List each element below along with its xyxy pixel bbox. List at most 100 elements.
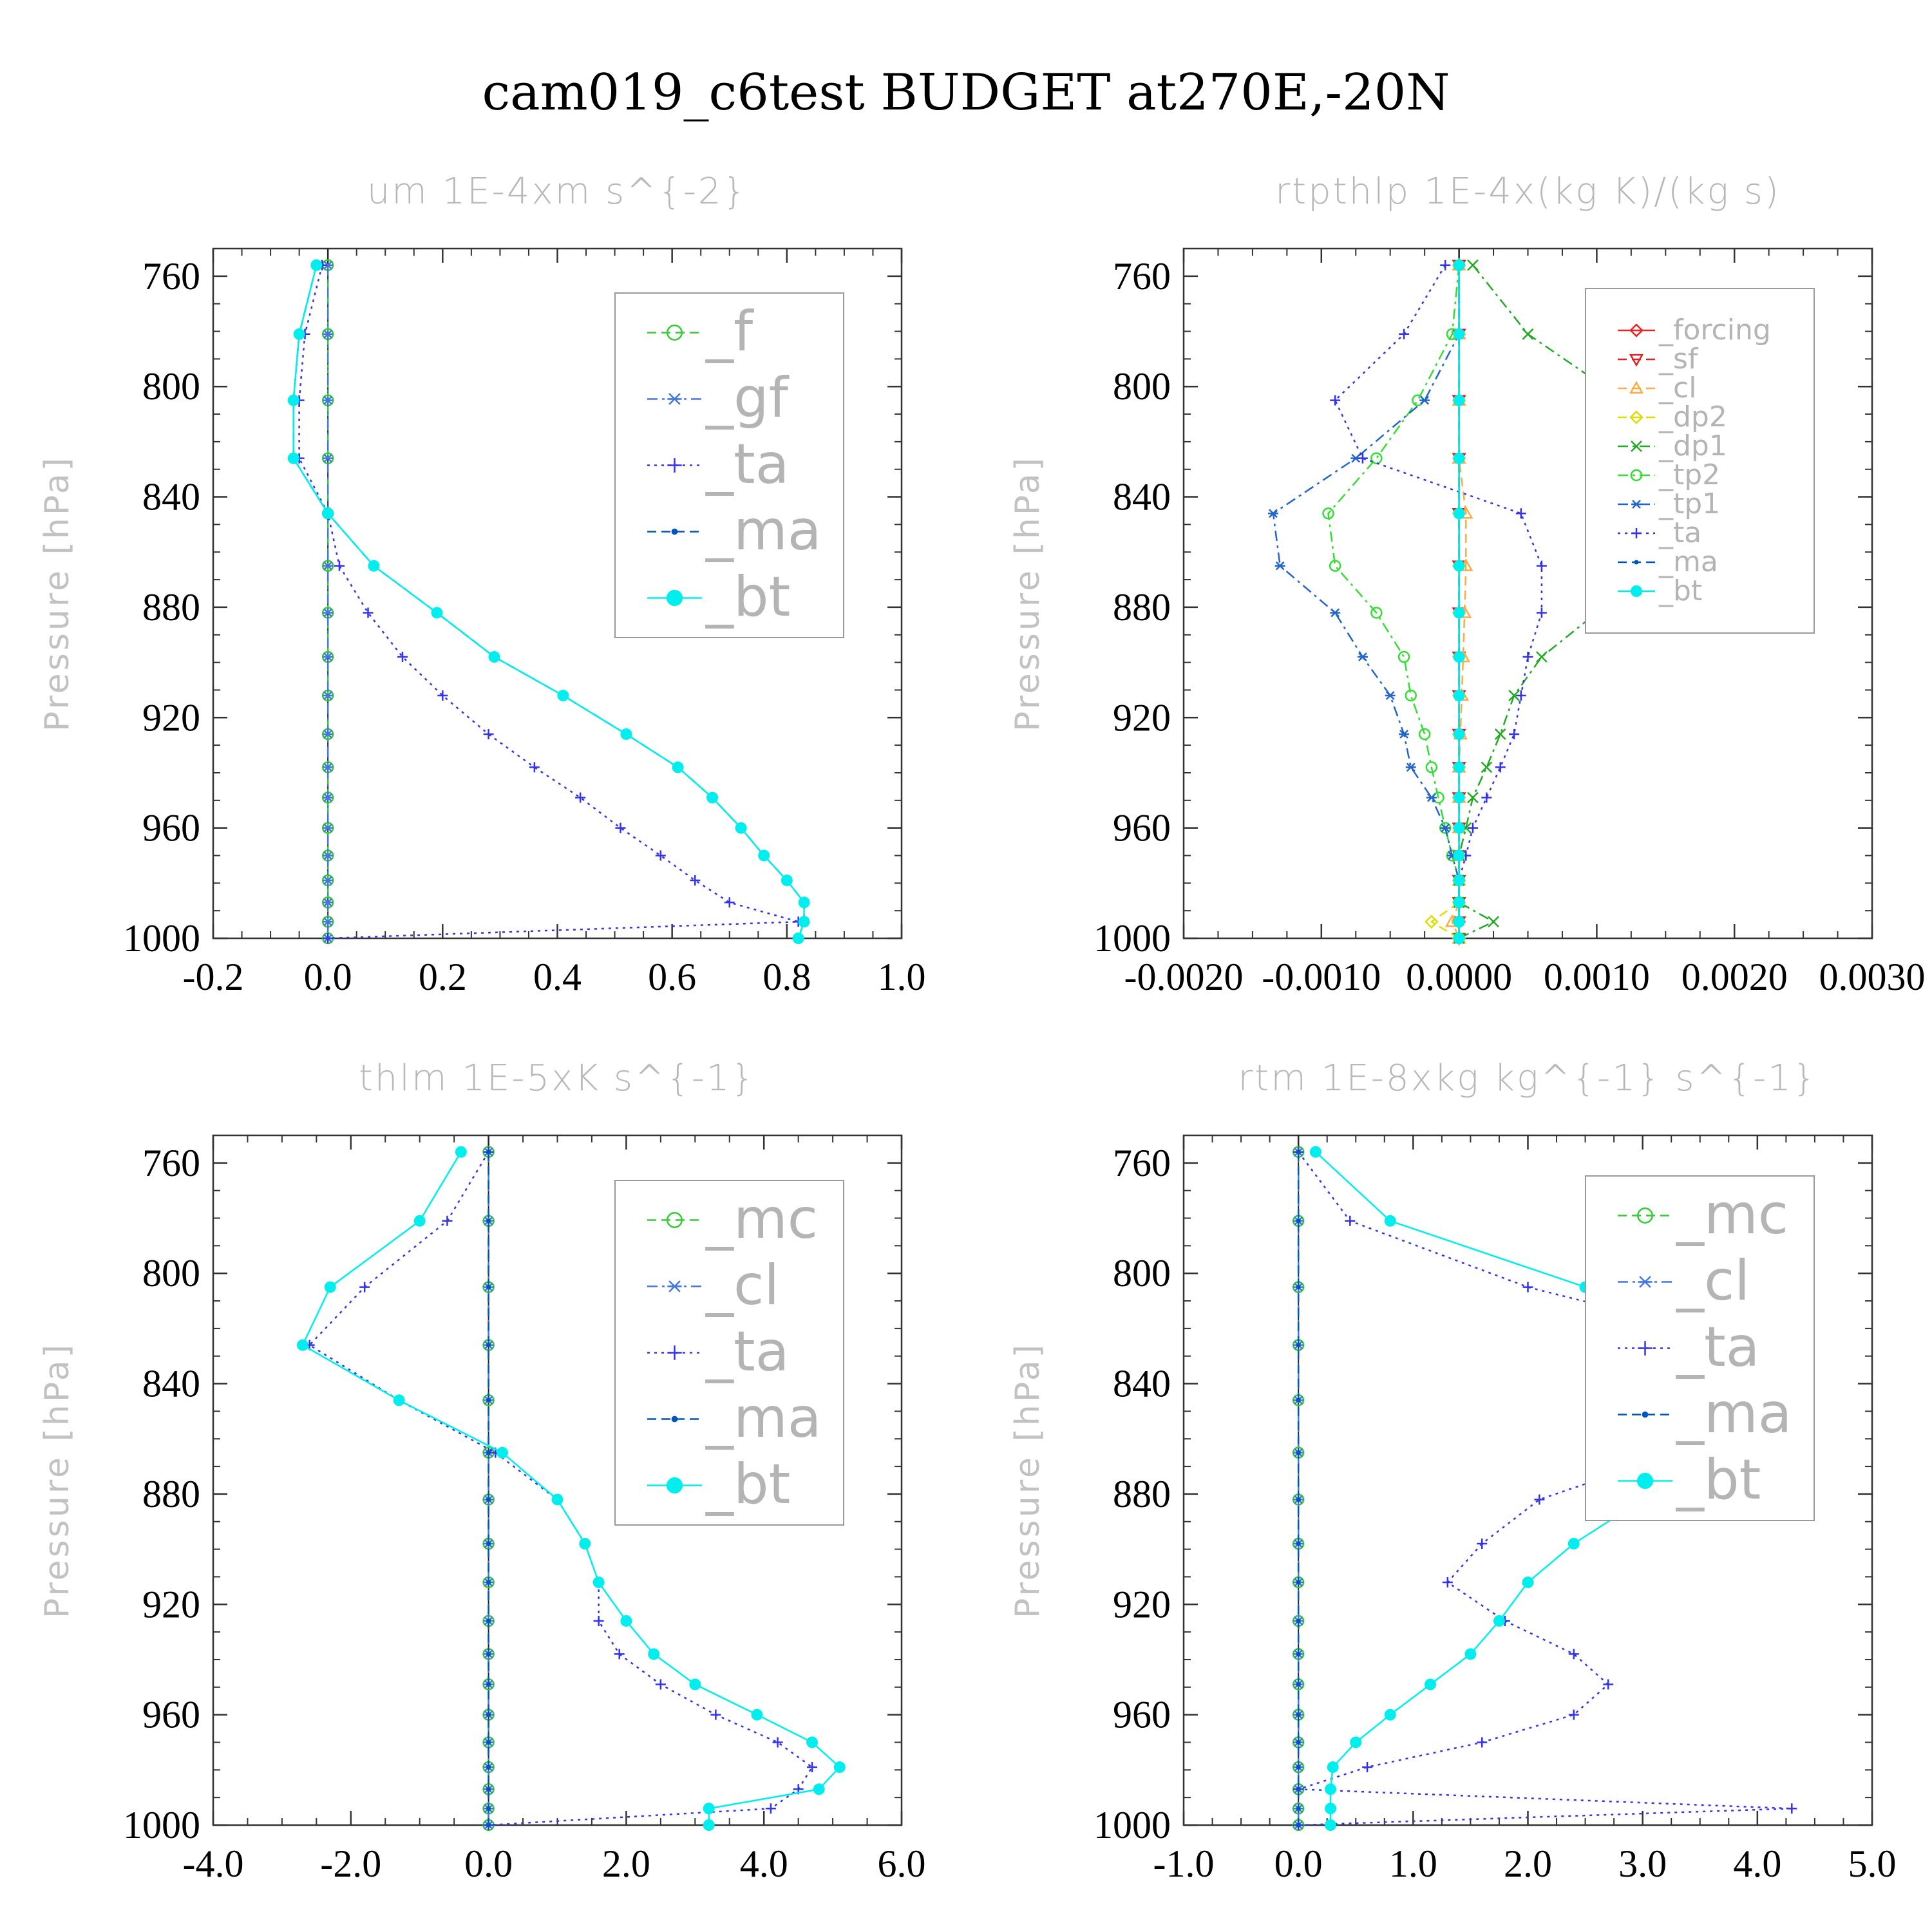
data-point xyxy=(620,728,632,740)
data-point xyxy=(287,394,299,406)
data-point xyxy=(486,1497,491,1502)
data-point xyxy=(1296,1285,1301,1290)
legend-marker xyxy=(667,393,682,405)
data-point xyxy=(703,1819,715,1831)
x-tick-label: 0.0020 xyxy=(1681,956,1788,998)
series-line-ta xyxy=(298,265,799,940)
data-point xyxy=(710,1709,721,1720)
data-point xyxy=(1453,791,1465,804)
data-point xyxy=(1296,1806,1301,1811)
y-tick-label: 920 xyxy=(1113,1583,1171,1625)
legend-marker xyxy=(1631,585,1642,597)
data-point xyxy=(1453,452,1465,464)
data-point xyxy=(1467,259,1479,271)
data-point xyxy=(486,1712,491,1718)
data-point xyxy=(1296,1651,1301,1656)
legend-label: _dp2 xyxy=(1658,401,1727,433)
data-point xyxy=(1418,728,1431,741)
data-point xyxy=(1419,395,1430,405)
data-point xyxy=(735,822,747,834)
data-point xyxy=(758,849,770,862)
y-tick-label: 960 xyxy=(142,1694,200,1736)
y-tick-label: 960 xyxy=(1113,1694,1171,1736)
x-tick-label: 6.0 xyxy=(878,1842,926,1885)
data-point xyxy=(397,652,408,663)
data-point xyxy=(323,793,334,802)
data-point xyxy=(1568,1649,1579,1660)
data-point xyxy=(724,897,735,908)
y-tick-label: 840 xyxy=(142,476,200,518)
y-tick-label: 960 xyxy=(1113,807,1171,849)
data-point xyxy=(772,1737,783,1748)
y-tick-label: 1000 xyxy=(1094,1804,1171,1846)
data-point xyxy=(1322,507,1334,520)
data-point xyxy=(1453,849,1465,862)
data-point xyxy=(689,1678,701,1690)
y-tick-label: 800 xyxy=(1113,1252,1171,1294)
legend-marker xyxy=(1631,500,1642,509)
y-tick-label: 840 xyxy=(142,1363,200,1405)
y-axis-label: Pressure [hPa] xyxy=(38,1342,77,1618)
legend-label: _ma xyxy=(705,1386,821,1450)
data-point xyxy=(1329,560,1341,572)
data-point xyxy=(393,1394,405,1406)
data-point xyxy=(1453,651,1465,663)
y-tick-label: 1000 xyxy=(123,1804,200,1846)
panel-title: thlm 1E-5xK s^{-1} xyxy=(359,1057,756,1099)
data-point xyxy=(1345,1215,1356,1226)
data-point xyxy=(1267,509,1278,518)
data-point xyxy=(703,1803,715,1815)
legend-box xyxy=(614,292,844,638)
y-tick-label: 800 xyxy=(142,365,200,408)
data-point xyxy=(1453,875,1465,887)
legend-label: _ma xyxy=(1658,545,1718,578)
series-line-ta xyxy=(308,1151,813,1826)
data-point xyxy=(792,933,804,944)
legend-label: _mc xyxy=(705,1187,818,1251)
y-tick-label: 840 xyxy=(1113,1363,1171,1405)
data-point xyxy=(323,898,334,907)
data-point xyxy=(690,875,701,886)
x-tick-label: 4.0 xyxy=(1733,1842,1781,1885)
data-point xyxy=(1357,453,1368,464)
x-tick-label: -0.0010 xyxy=(1262,956,1381,998)
data-point xyxy=(486,1682,491,1687)
x-tick-label: 5.0 xyxy=(1848,1842,1897,1885)
legend-marker xyxy=(1634,560,1639,565)
legend-label: _dp1 xyxy=(1658,430,1727,462)
data-point xyxy=(551,1493,564,1506)
series-points-ma xyxy=(1296,1150,1301,1828)
legend-marker xyxy=(1629,381,1644,394)
legend-marker xyxy=(667,1345,682,1360)
data-point xyxy=(1296,1739,1301,1745)
data-point xyxy=(1296,1765,1301,1770)
data-point xyxy=(833,1761,846,1774)
x-tick-label: 0.6 xyxy=(648,956,696,998)
data-point xyxy=(1509,728,1520,739)
data-point xyxy=(1453,916,1465,928)
data-point xyxy=(1296,1497,1301,1502)
legend-marker xyxy=(666,589,683,607)
data-point xyxy=(1522,328,1534,340)
legend-marker xyxy=(1631,528,1642,538)
x-tick-label: -1.0 xyxy=(1153,1842,1215,1885)
legend-marker xyxy=(1636,1472,1654,1490)
data-point xyxy=(486,1651,491,1656)
legend-label: _ta xyxy=(705,1320,789,1384)
data-point xyxy=(655,850,666,861)
series-group xyxy=(1267,258,1754,946)
data-point xyxy=(1536,560,1547,571)
data-point xyxy=(322,507,334,520)
data-point xyxy=(1467,791,1479,804)
x-tick-label: 1.0 xyxy=(878,956,926,998)
data-point xyxy=(1464,1648,1477,1660)
data-point xyxy=(575,792,586,803)
x-tick-label: 4.0 xyxy=(740,1842,788,1885)
data-point xyxy=(1384,1215,1396,1227)
data-point xyxy=(1515,508,1526,519)
data-point xyxy=(323,691,334,700)
legend: _mc_cl_ta_ma_bt xyxy=(614,1180,844,1526)
data-point xyxy=(455,1146,467,1158)
data-point xyxy=(813,1783,825,1795)
data-point xyxy=(1384,1709,1396,1721)
